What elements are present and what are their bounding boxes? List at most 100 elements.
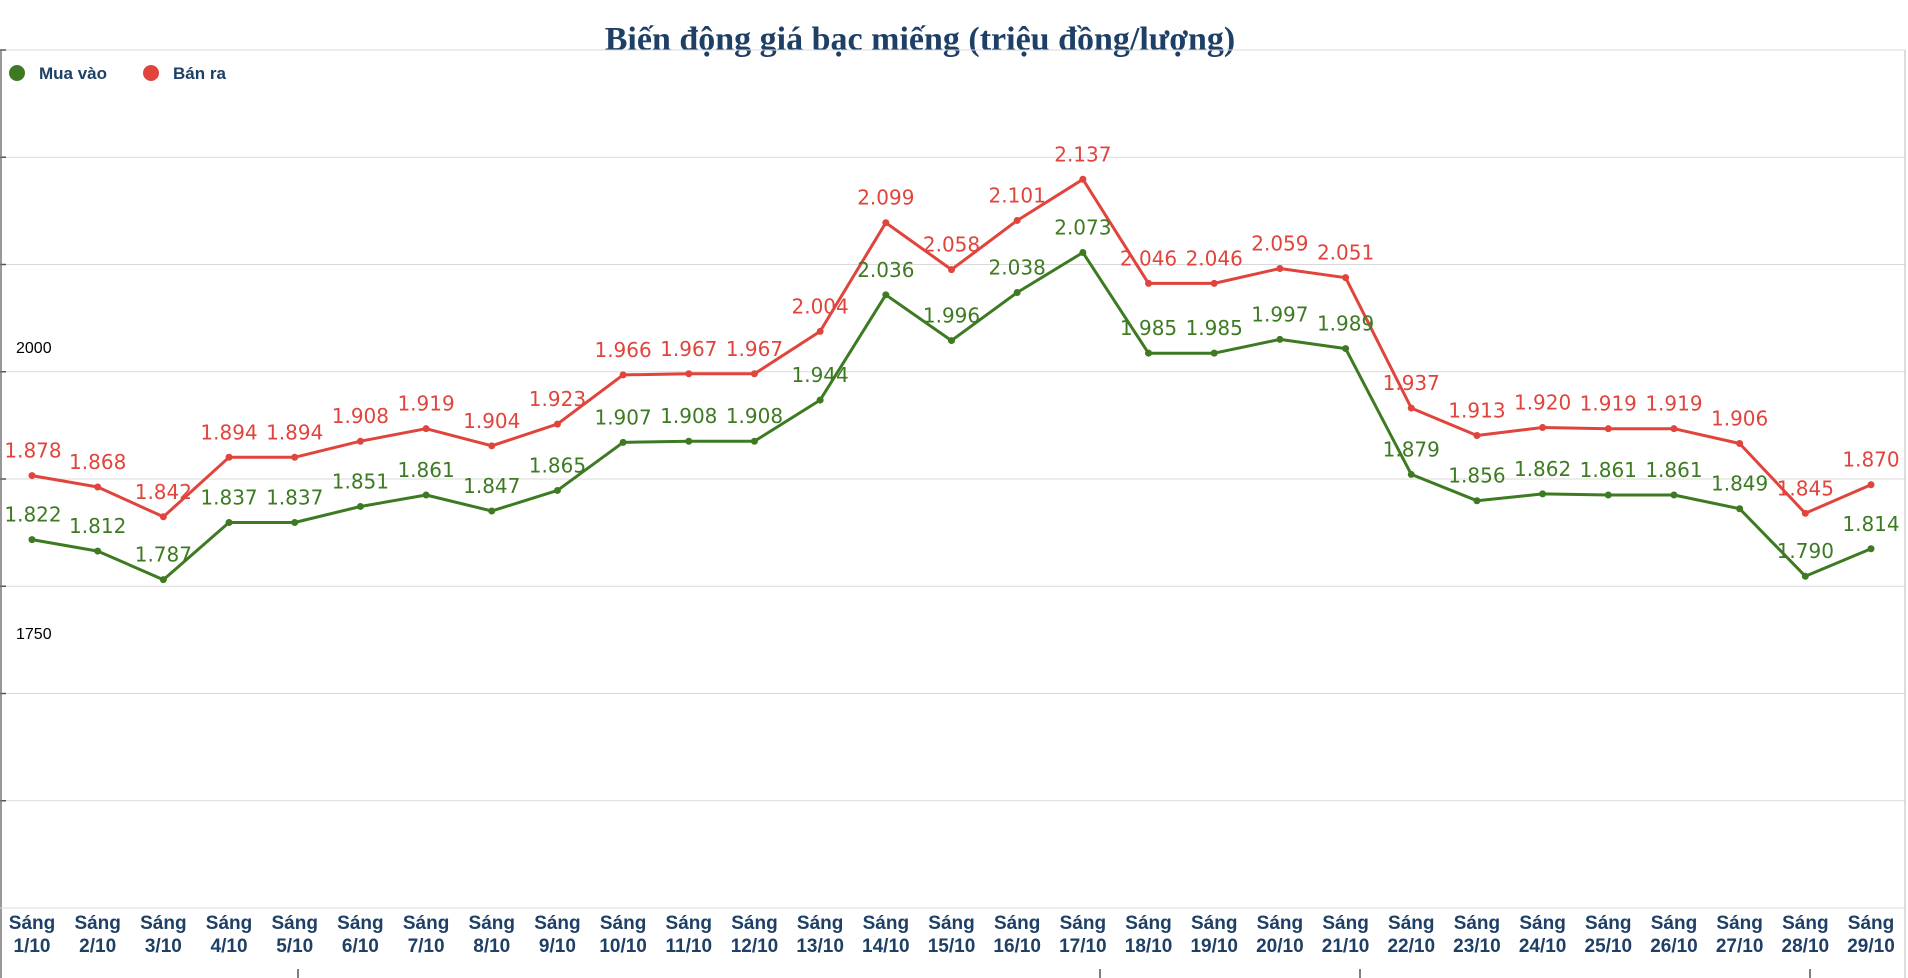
data-point — [553, 486, 561, 494]
data-point — [291, 453, 299, 461]
data-point — [28, 536, 36, 544]
x-tick-label: Sáng 26/10 — [1650, 913, 1698, 957]
data-point — [1736, 505, 1744, 513]
data-point — [619, 371, 627, 379]
data-label: 1.822 — [4, 503, 61, 527]
x-tick-label: Sáng 12/10 — [731, 913, 779, 957]
data-label: 1.787 — [135, 543, 192, 567]
data-point — [1342, 345, 1350, 353]
y-tick-label: 1750 — [16, 626, 52, 643]
y-tick-label: 2000 — [16, 340, 52, 357]
data-point — [94, 483, 102, 491]
data-label: 2.046 — [1120, 246, 1177, 270]
data-point — [1670, 491, 1678, 499]
data-label: 1.906 — [1711, 407, 1768, 431]
data-point — [1867, 481, 1875, 489]
x-tick-label: Sáng 22/10 — [1387, 913, 1435, 957]
data-label: 1.985 — [1120, 316, 1177, 340]
data-label: 1.996 — [923, 304, 980, 328]
series-points — [28, 175, 1875, 584]
data-point — [1604, 491, 1612, 499]
data-label: 1.967 — [660, 337, 717, 361]
chart-title: Biến động giá bạc miếng (triệu đồng/lượn… — [605, 21, 1236, 58]
x-tick-label: Sáng 5/10 — [271, 913, 317, 957]
data-labels: 1.822 1.812 1.787 1.837 1.837 1.851 1.861 1.847… — [4, 142, 1899, 566]
legend-label-ban-ra: Bán ra — [173, 64, 226, 83]
data-point — [1145, 349, 1153, 357]
data-point — [816, 327, 824, 335]
data-point — [422, 491, 430, 499]
data-point — [685, 370, 693, 378]
data-point — [1210, 279, 1218, 287]
data-label: 1.868 — [69, 450, 126, 474]
data-point — [1079, 175, 1087, 183]
x-tick-label: Sáng 21/10 — [1322, 913, 1370, 957]
data-label: 1.845 — [1777, 476, 1834, 500]
data-label: 1.919 — [1580, 392, 1637, 416]
data-label: 1.937 — [1383, 371, 1440, 395]
data-label: 1.894 — [200, 420, 257, 444]
x-tick-label: Sáng 7/10 — [403, 913, 449, 957]
data-label: 1.919 — [1645, 392, 1702, 416]
data-label: 2.051 — [1317, 241, 1374, 265]
data-point — [1276, 265, 1284, 273]
data-label: 1.966 — [594, 338, 651, 362]
x-tick-label: Sáng 23/10 — [1453, 913, 1501, 957]
data-point — [1342, 274, 1350, 282]
data-label: 2.099 — [857, 186, 914, 210]
x-tick-label: Sáng 27/10 — [1716, 913, 1764, 957]
x-tick-label: Sáng 28/10 — [1782, 913, 1830, 957]
data-label: 2.059 — [1251, 232, 1308, 256]
data-point — [159, 513, 167, 521]
data-label: 2.036 — [857, 258, 914, 282]
data-label: 1.878 — [4, 439, 61, 463]
x-tick-label: Sáng 1/10 — [9, 913, 55, 957]
data-label: 1.812 — [69, 514, 126, 538]
data-label: 1.985 — [1186, 316, 1243, 340]
data-label: 2.046 — [1186, 246, 1243, 270]
data-point — [948, 266, 955, 274]
data-label: 1.923 — [529, 387, 586, 411]
data-point — [94, 547, 102, 555]
x-tick-label: Sáng 13/10 — [796, 913, 844, 957]
data-point — [1801, 572, 1809, 580]
x-tick-label: Sáng 3/10 — [140, 913, 186, 957]
data-label: 1.814 — [1842, 512, 1899, 536]
data-label: 1.997 — [1251, 302, 1308, 326]
data-label: 1.908 — [726, 404, 783, 428]
x-tick-label: Sáng 10/10 — [599, 913, 647, 957]
x-tick-label: Sáng 9/10 — [534, 913, 580, 957]
data-point — [225, 453, 233, 461]
data-point — [1539, 490, 1547, 498]
data-point — [685, 437, 693, 445]
legend-label-mua-vao: Mua vào — [39, 64, 107, 83]
data-label: 1.894 — [266, 420, 323, 444]
data-label: 1.861 — [1580, 458, 1637, 482]
data-label: 1.837 — [200, 485, 257, 509]
x-tick-label: Sáng 19/10 — [1190, 913, 1238, 957]
x-tick-label: Sáng 15/10 — [928, 913, 976, 957]
data-point — [488, 507, 496, 515]
data-label: 1.837 — [266, 485, 323, 509]
data-label: 1.865 — [529, 453, 586, 477]
data-label: 1.967 — [726, 337, 783, 361]
legend: Mua vào Bán ra — [9, 64, 226, 83]
data-label: 1.919 — [397, 392, 454, 416]
data-label: 1.851 — [332, 469, 389, 493]
x-tick-label: Sáng 16/10 — [993, 913, 1041, 957]
data-label: 2.101 — [989, 183, 1046, 207]
data-label: 2.038 — [989, 256, 1046, 280]
data-point — [1801, 509, 1809, 517]
x-tick-label: Sáng 8/10 — [469, 913, 515, 957]
data-point — [356, 437, 364, 445]
x-tick-label: Sáng 20/10 — [1256, 913, 1304, 957]
data-label: 1.908 — [332, 404, 389, 428]
data-label: 2.058 — [923, 233, 980, 257]
data-label: 1.879 — [1383, 437, 1440, 461]
data-label: 1.856 — [1448, 464, 1505, 488]
data-point — [488, 442, 496, 450]
data-point — [1867, 545, 1875, 553]
x-axis-labels: Sáng 1/10 Sáng 2/10 Sáng 3/10 Sáng 4/10 Sáng 5/10… — [9, 913, 1895, 957]
data-point — [1604, 425, 1612, 433]
data-label: 1.989 — [1317, 312, 1374, 336]
